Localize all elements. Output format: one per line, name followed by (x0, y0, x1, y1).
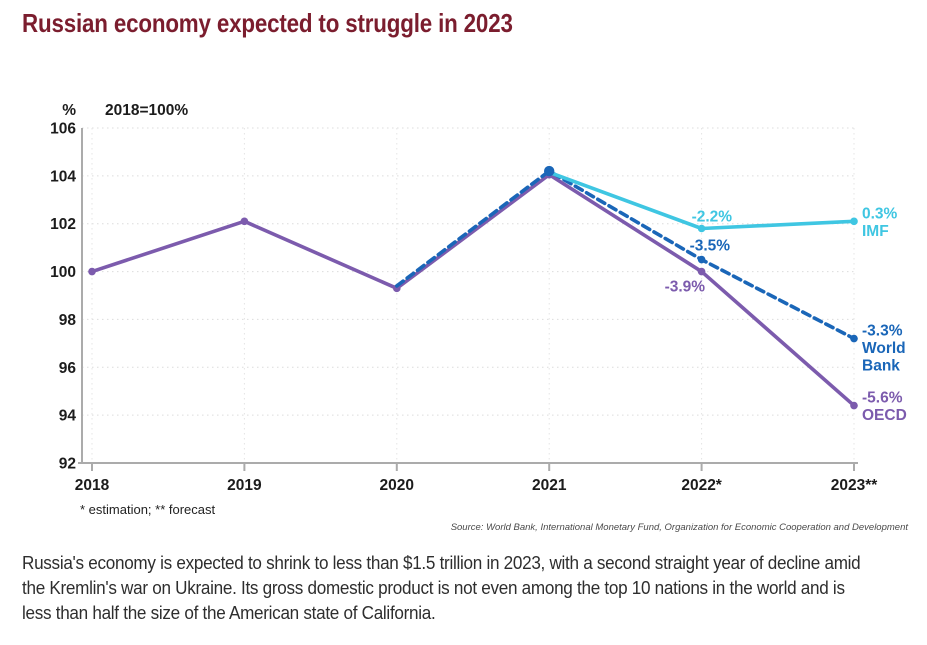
y-tick-label: 104 (50, 168, 76, 185)
y-tick-label: 100 (50, 264, 76, 281)
series-value-label-world-bank: -3.5% (690, 238, 731, 255)
footnote-label: * estimation; ** forecast (80, 502, 216, 517)
series-end-label-world-bank: World (862, 340, 906, 357)
series-end-label-oecd: -5.6% (862, 390, 903, 407)
data-point-world-bank (697, 255, 706, 264)
y-tick-label: 94 (59, 408, 77, 425)
index-note: 2018=100% (105, 102, 188, 119)
caption: Russia's economy is expected to shrink t… (22, 551, 861, 626)
y-tick-label: 102 (50, 216, 76, 233)
caption-line: less than half the size of the American … (22, 603, 436, 623)
x-tick-label: 2021 (532, 477, 567, 494)
y-tick-label: 106 (50, 121, 76, 138)
series-value-label-imf: -2.2% (692, 209, 733, 226)
data-point-oecd (240, 217, 249, 226)
x-tick-label: 2019 (227, 477, 262, 494)
data-point-peak-2021 (544, 165, 555, 177)
y-tick-label: 98 (59, 312, 77, 329)
x-tick-label: 2022* (681, 477, 722, 494)
series-line-oecd (90, 172, 856, 408)
data-point-oecd (850, 401, 858, 410)
line-chart: 106 104 102 100 98 96 94 92 2018 2019 2020 2021 2022… (50, 102, 909, 533)
series-end-label-oecd: OECD (862, 407, 907, 424)
series-line-world-bank (394, 169, 856, 341)
x-tick-label: 2023** (831, 477, 879, 494)
y-tick-label: 92 (59, 456, 76, 473)
caption-line: the Kremlin's war on Ukraine. Its gross … (22, 578, 845, 598)
series-end-label-world-bank: -3.3% (862, 323, 903, 340)
series-value-label-oecd: -3.9% (665, 279, 706, 296)
data-point-imf (697, 224, 706, 233)
caption-line: Russia's economy is expected to shrink t… (22, 553, 861, 573)
series-end-label-imf: 0.3% (862, 205, 898, 222)
data-point-imf (850, 217, 858, 226)
data-point-world-bank (850, 334, 858, 343)
data-point-oecd (697, 267, 706, 276)
unit-label: % (62, 102, 76, 119)
series-end-label-world-bank: Bank (862, 358, 900, 375)
x-tick-label: 2018 (75, 477, 110, 494)
data-point-oecd (88, 267, 96, 276)
y-tick-label: 96 (59, 360, 77, 377)
page-title: Russian economy expected to struggle in … (22, 8, 513, 38)
source-label: Source: World Bank, International Moneta… (451, 522, 909, 533)
series-end-label-imf: IMF (862, 223, 889, 240)
x-tick-label: 2020 (380, 477, 414, 494)
